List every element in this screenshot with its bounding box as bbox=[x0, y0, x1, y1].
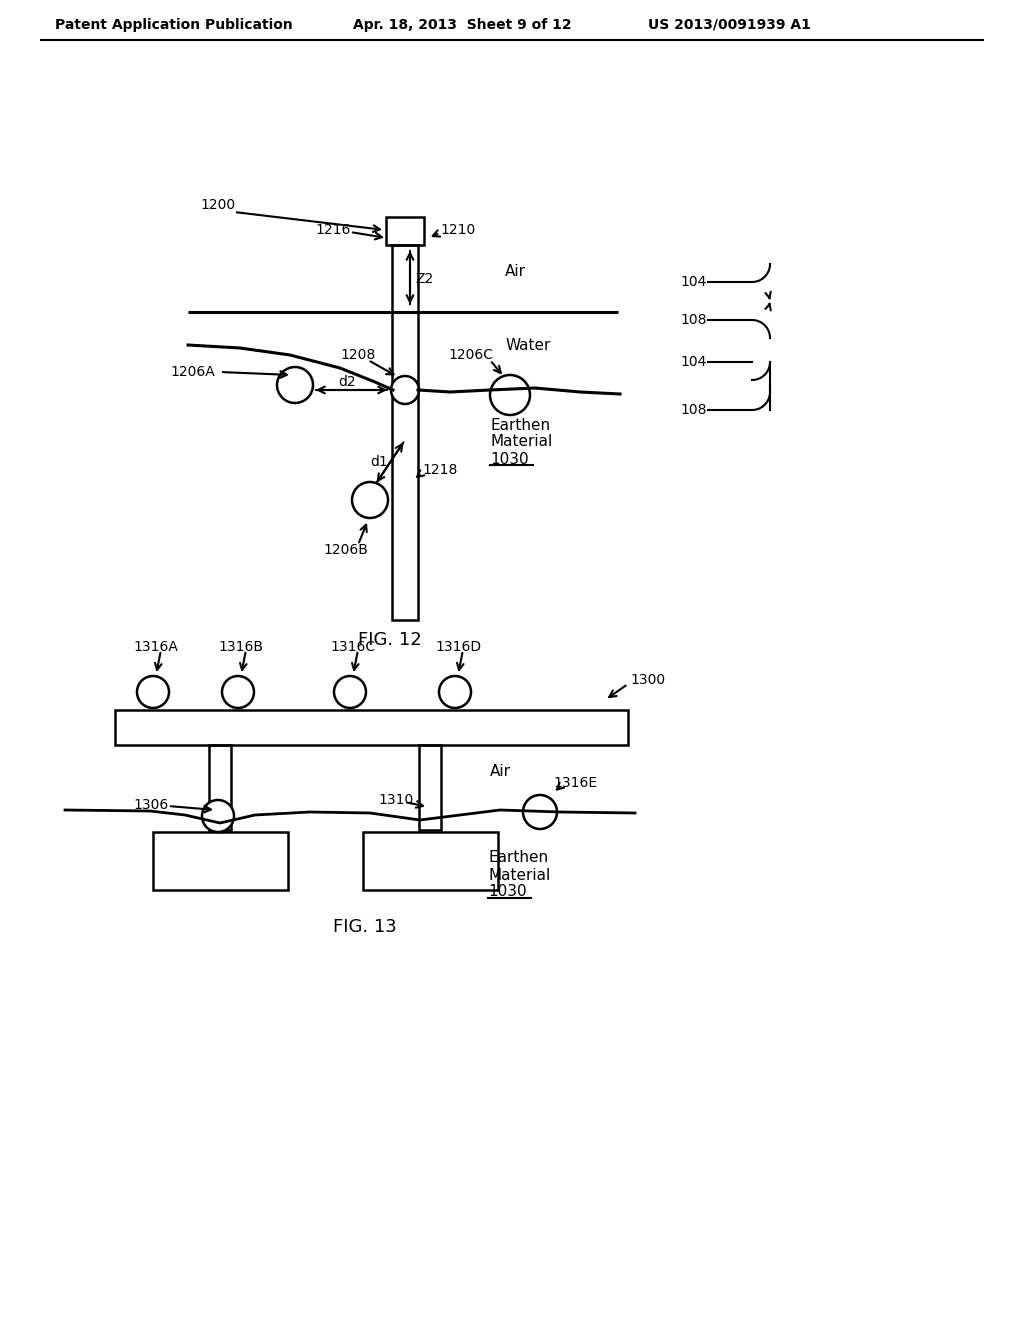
Text: 1206C: 1206C bbox=[449, 348, 493, 362]
Text: 1030: 1030 bbox=[488, 884, 526, 899]
Text: 108: 108 bbox=[680, 313, 707, 327]
Text: Z2: Z2 bbox=[415, 272, 433, 286]
Text: 1316D: 1316D bbox=[435, 640, 481, 653]
Circle shape bbox=[334, 676, 366, 708]
Text: Earthen: Earthen bbox=[490, 417, 550, 433]
Text: FIG. 13: FIG. 13 bbox=[333, 917, 397, 936]
Circle shape bbox=[490, 375, 530, 414]
Circle shape bbox=[222, 676, 254, 708]
Text: 1206B: 1206B bbox=[323, 543, 368, 557]
Text: 1316A: 1316A bbox=[133, 640, 178, 653]
Text: Earthen: Earthen bbox=[488, 850, 548, 866]
Text: 104: 104 bbox=[680, 355, 707, 370]
Text: Patent Application Publication: Patent Application Publication bbox=[55, 18, 293, 32]
Text: d1: d1 bbox=[370, 455, 388, 469]
Text: 104: 104 bbox=[680, 275, 707, 289]
Text: 1300: 1300 bbox=[630, 673, 666, 686]
Text: 1310: 1310 bbox=[378, 793, 414, 807]
Text: Air: Air bbox=[505, 264, 526, 280]
Circle shape bbox=[391, 376, 419, 404]
Text: 1206A: 1206A bbox=[170, 366, 215, 379]
Bar bbox=[392, 246, 418, 620]
Bar bbox=[115, 710, 628, 744]
Bar bbox=[419, 744, 441, 830]
Text: 1200: 1200 bbox=[200, 198, 236, 213]
Text: 1316C: 1316C bbox=[330, 640, 375, 653]
Text: US 2013/0091939 A1: US 2013/0091939 A1 bbox=[648, 18, 811, 32]
Text: 1208: 1208 bbox=[340, 348, 375, 362]
Bar bbox=[386, 216, 424, 246]
Circle shape bbox=[137, 676, 169, 708]
Bar bbox=[153, 832, 288, 890]
Text: Water: Water bbox=[505, 338, 550, 352]
Bar bbox=[209, 744, 231, 830]
Text: Air: Air bbox=[490, 764, 511, 780]
Circle shape bbox=[439, 676, 471, 708]
Text: 1306: 1306 bbox=[133, 799, 168, 812]
Circle shape bbox=[523, 795, 557, 829]
Text: 108: 108 bbox=[680, 403, 707, 417]
Text: 1210: 1210 bbox=[440, 223, 475, 238]
Text: Material: Material bbox=[488, 867, 550, 883]
Text: Apr. 18, 2013  Sheet 9 of 12: Apr. 18, 2013 Sheet 9 of 12 bbox=[353, 18, 571, 32]
Text: 1216: 1216 bbox=[315, 223, 350, 238]
Circle shape bbox=[278, 367, 313, 403]
Text: 1316E: 1316E bbox=[553, 776, 597, 789]
Bar bbox=[362, 832, 498, 890]
Text: 1030: 1030 bbox=[490, 451, 528, 466]
Circle shape bbox=[352, 482, 388, 517]
Text: 1218: 1218 bbox=[422, 463, 458, 477]
Text: Material: Material bbox=[490, 434, 552, 450]
Circle shape bbox=[202, 800, 234, 832]
Text: 1316B: 1316B bbox=[218, 640, 263, 653]
Text: FIG. 12: FIG. 12 bbox=[358, 631, 422, 649]
Text: d2: d2 bbox=[338, 375, 355, 389]
